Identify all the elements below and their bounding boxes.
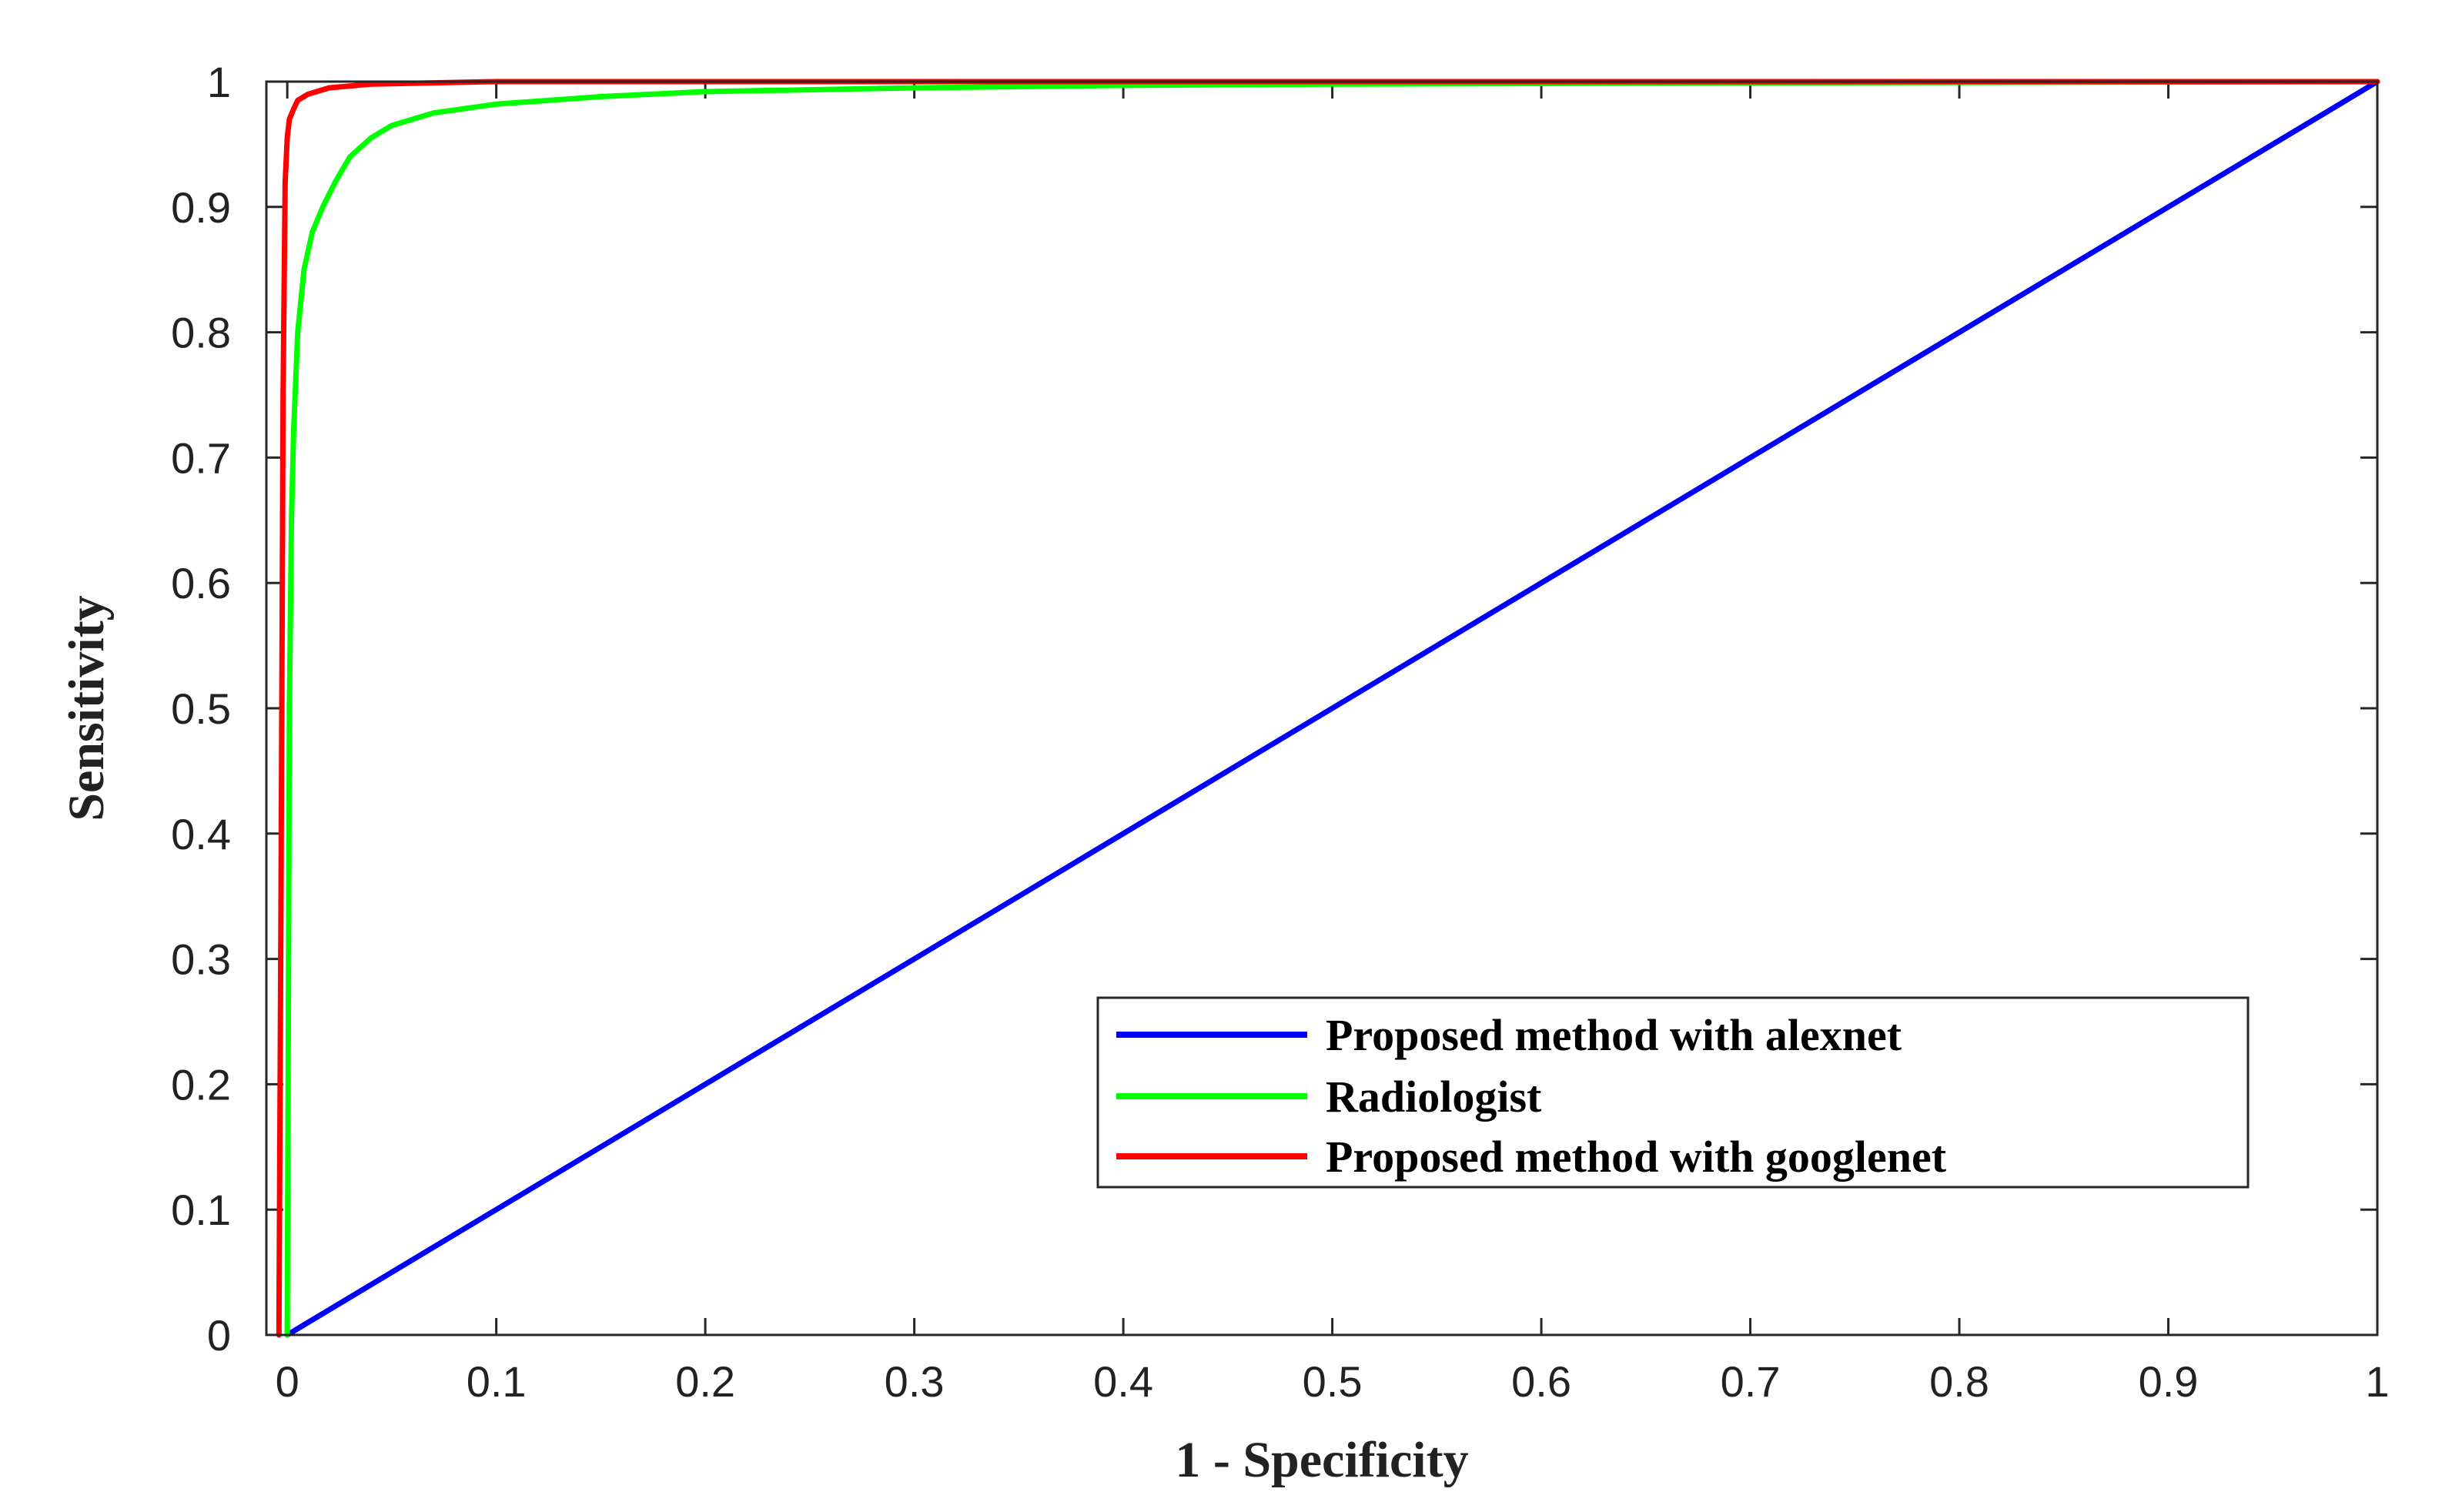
series-line-alexnet: [284, 79, 2380, 1338]
legend-label-googlenet: Proposed method with googlenet: [1326, 1132, 1947, 1182]
x-tick-label-1: 0.1: [467, 1357, 527, 1406]
y-tick-label-3: 0.3: [171, 935, 231, 984]
x-tick-label-10: 1: [2365, 1357, 2389, 1406]
y-tick-label-9: 0.9: [171, 183, 231, 232]
y-tick-label-2: 0.2: [171, 1060, 231, 1109]
y-axis-title: Sensitivity: [59, 595, 115, 821]
plot-frame: [265, 80, 2379, 1336]
y-tick-label-4: 0.4: [171, 810, 231, 858]
x-tick-label-3: 0.3: [885, 1357, 945, 1406]
x-tick-label-0: 0: [276, 1357, 299, 1406]
y-tick-label-1: 0.1: [171, 1186, 231, 1234]
legend-label-alexnet: Proposed method with alexnet: [1326, 1010, 1902, 1060]
legend: Proposed method with alexnet Radiologist…: [1096, 996, 2250, 1189]
y-tick-label-7: 0.7: [171, 433, 231, 482]
x-tick-labels: 0 0.1 0.2 0.3 0.4 0.5 0.6 0.7 0.8 0.9 1: [276, 1357, 2390, 1406]
series-line-radiologist: [284, 79, 2380, 1338]
y-tick-label-8: 0.8: [171, 309, 231, 357]
y-tick-label-5: 0.5: [171, 684, 231, 733]
y-tick-label-0: 0: [207, 1311, 231, 1360]
y-tick-label-10: 1: [207, 58, 231, 106]
x-tick-label-8: 0.8: [1929, 1357, 1989, 1406]
x-tick-label-6: 0.6: [1511, 1357, 1571, 1406]
x-tick-label-9: 0.9: [2139, 1357, 2199, 1406]
legend-label-radiologist: Radiologist: [1326, 1072, 1542, 1122]
x-tick-label-7: 0.7: [1721, 1357, 1781, 1406]
x-tick-label-5: 0.5: [1303, 1357, 1363, 1406]
x-axis-title: 1 - Specificity: [1175, 1432, 1468, 1488]
x-tick-label-2: 0.2: [675, 1357, 735, 1406]
y-tick-label-6: 0.6: [171, 559, 231, 607]
x-tick-label-4: 0.4: [1093, 1357, 1153, 1406]
y-tick-labels: 0 0.1 0.2 0.3 0.4 0.5 0.6 0.7 0.8 0.9 1: [171, 58, 231, 1360]
